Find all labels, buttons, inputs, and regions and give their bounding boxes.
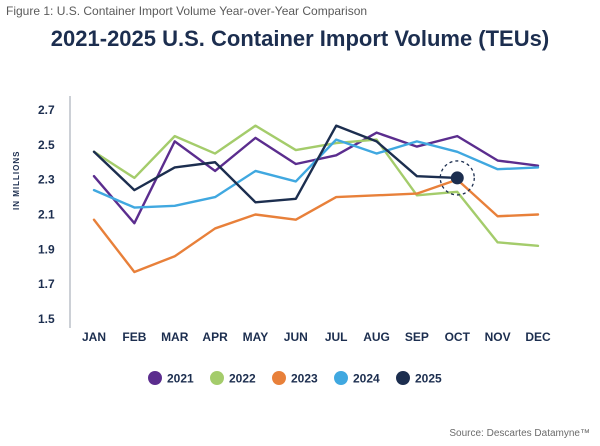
x-tick-label: SEP: [405, 330, 429, 344]
series-line-2023: [92, 178, 540, 274]
figure-caption: Figure 1: U.S. Container Import Volume Y…: [6, 4, 368, 18]
x-tick-label: JAN: [82, 330, 106, 344]
legend-marker-2025: [396, 371, 410, 385]
y-tick-label: 2.3: [38, 173, 55, 187]
legend-label-2023: 2023: [291, 372, 318, 386]
x-tick-label: OCT: [445, 330, 471, 344]
legend-marker-2023: [272, 371, 286, 385]
x-tick-label: MAR: [161, 330, 189, 344]
y-tick-label: 1.9: [38, 242, 55, 256]
legend-marker-2021: [148, 371, 162, 385]
series-line-2022: [92, 124, 540, 248]
legend-label-2021: 2021: [167, 372, 194, 386]
x-tick-label: JUN: [284, 330, 308, 344]
source-credit: Source: Descartes Datamyne™: [449, 428, 590, 439]
y-tick-label: 2.1: [38, 208, 55, 222]
x-tick-label: FEB: [122, 330, 146, 344]
highlight-ring: [439, 160, 475, 196]
x-tick-label: AUG: [363, 330, 390, 344]
legend-label-2024: 2024: [353, 372, 380, 386]
x-tick-label: JUL: [325, 330, 348, 344]
legend-label-2022: 2022: [229, 372, 256, 386]
legend-marker-2024: [334, 371, 348, 385]
legend-label-2025: 2025: [415, 372, 442, 386]
y-tick-label: 1.7: [38, 277, 55, 291]
x-tick-label: NOV: [485, 330, 511, 344]
y-tick-label: 2.7: [38, 103, 55, 117]
highlight-point: [450, 171, 464, 185]
chart-title: 2021-2025 U.S. Container Import Volume (…: [50, 26, 550, 51]
x-tick-label: MAY: [243, 330, 269, 344]
x-tick-label: APR: [202, 330, 228, 344]
series-line-2025: [92, 124, 459, 204]
x-tick-label: DEC: [525, 330, 551, 344]
y-tick-label: 2.5: [38, 138, 55, 152]
legend-marker-2022: [210, 371, 224, 385]
y-tick-label: 1.5: [38, 312, 55, 326]
